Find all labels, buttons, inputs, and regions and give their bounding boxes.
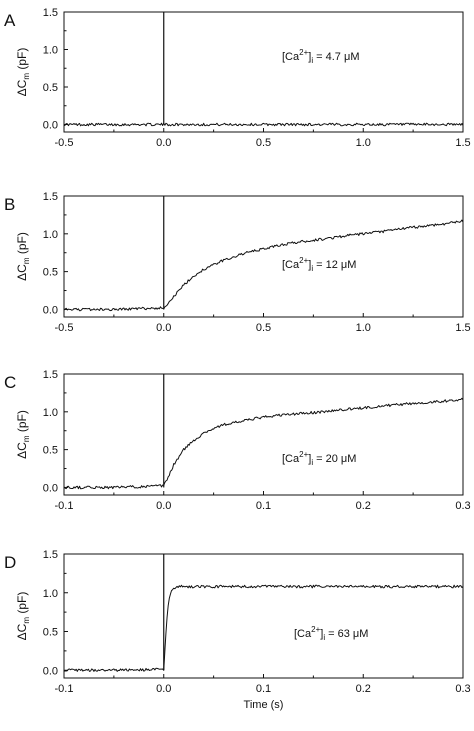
x-tick-label: -0.1 (55, 683, 74, 695)
x-tick-label: 0.1 (256, 500, 271, 512)
y-tick-label: 0.0 (43, 665, 58, 677)
x-tick-label: 1.5 (455, 322, 470, 334)
plot-frame (63, 11, 464, 133)
x-tick-label: -0.5 (55, 322, 74, 334)
y-axis-label: ΔCm (pF) (15, 48, 31, 97)
x-tick-label: 0.0 (156, 137, 171, 149)
x-tick-label: 0.5 (256, 137, 271, 149)
panel-letter: A (4, 11, 16, 30)
panel-letter: C (4, 373, 16, 392)
calcium-annotation: [Ca2+]i = 4.7 μM (282, 48, 359, 65)
y-tick-label: 1.0 (43, 407, 58, 419)
x-tick-label: 0.2 (356, 683, 371, 695)
x-tick-label: 0.2 (356, 500, 371, 512)
plot-frame (63, 195, 464, 318)
y-tick-label: 0.5 (43, 82, 58, 94)
y-tick-label: 0.5 (43, 627, 58, 639)
plot-frame (63, 373, 464, 496)
capacitance-trace (63, 584, 464, 672)
panel-c: C 0.0 0.5 1.0 1.5 -0.1 0.0 0.1 0.2 0.3 ΔCm (pF) [Ca… (4, 369, 471, 512)
panel-d: D 0.0 0.5 1.0 1.5 -0.1 0.0 0.1 0.2 0.3 ΔCm (pF) [Ca… (4, 549, 471, 711)
x-tick-label: 1.5 (455, 137, 470, 149)
y-tick-label: 1.0 (43, 45, 58, 57)
x-tick-label: -0.1 (55, 500, 74, 512)
panel-letter: D (4, 553, 16, 572)
y-axis-label: ΔCm (pF) (15, 410, 31, 459)
x-tick-label: 0.5 (256, 322, 271, 334)
x-tick-label: 0.0 (156, 500, 171, 512)
y-tick-label: 1.0 (43, 229, 58, 241)
calcium-annotation: [Ca2+]i = 63 μM (294, 625, 368, 642)
x-axis-label: Time (s) (244, 699, 284, 711)
panel-b: B 0.0 0.5 1.0 1.5 -0.5 0.0 0.5 1.0 1.5 ΔCm (pF) [Ca… (4, 191, 471, 334)
y-tick-label: 0.0 (43, 120, 58, 132)
capacitance-trace (63, 122, 464, 127)
panel-a: A 0.0 0.5 1.0 1.5 -0.5 0.0 0.5 1.0 1.5 ΔCm (pF) [Ca… (4, 7, 471, 149)
capacitance-trace (63, 397, 464, 490)
y-tick-label: 1.5 (43, 7, 58, 19)
capacitance-trace (63, 219, 464, 312)
y-axis-label: ΔCm (pF) (15, 592, 31, 641)
x-tick-label: 0.0 (156, 683, 171, 695)
y-axis-label: ΔCm (pF) (15, 232, 31, 281)
y-tick-label: 0.0 (43, 482, 58, 494)
x-tick-label: 1.0 (356, 322, 371, 334)
y-tick-label: 0.5 (43, 445, 58, 457)
x-tick-label: 0.3 (455, 683, 470, 695)
y-tick-label: 0.0 (43, 304, 58, 316)
y-tick-label: 0.5 (43, 267, 58, 279)
y-tick-label: 1.0 (43, 588, 58, 600)
x-tick-label: 0.1 (256, 683, 271, 695)
y-tick-label: 1.5 (43, 549, 58, 561)
panel-letter: B (4, 195, 15, 214)
x-tick-label: 0.3 (455, 500, 470, 512)
calcium-annotation: [Ca2+]i = 20 μM (282, 450, 356, 467)
plot-frame (63, 553, 464, 679)
y-tick-label: 1.5 (43, 191, 58, 203)
y-tick-label: 1.5 (43, 369, 58, 381)
x-tick-label: 0.0 (156, 322, 171, 334)
x-tick-label: -0.5 (55, 137, 74, 149)
x-tick-label: 1.0 (356, 137, 371, 149)
calcium-annotation: [Ca2+]i = 12 μM (282, 256, 356, 273)
